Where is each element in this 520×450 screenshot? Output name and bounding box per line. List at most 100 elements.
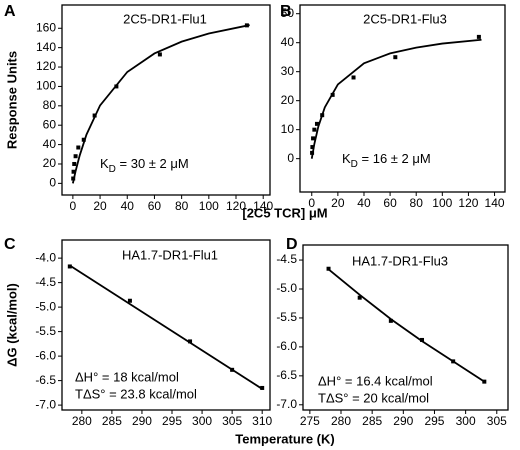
data-point: [127, 298, 132, 303]
y-tick-label: 0: [287, 151, 294, 165]
annotation-part: K: [100, 156, 109, 171]
x-tick-label: 40: [357, 196, 371, 210]
fit-line: [327, 268, 485, 383]
x-tick-label: 280: [72, 414, 92, 428]
x-tick-label: 310: [252, 414, 272, 428]
panel-title: HA1.7-DR1-Flu3: [352, 253, 448, 268]
data-point: [388, 318, 393, 323]
x-tick-label: 305: [222, 414, 242, 428]
x-tick-label: 0: [308, 196, 315, 210]
data-point: [81, 137, 86, 142]
y-tick-label: -4.0: [35, 250, 56, 264]
y-tick-label: 40: [281, 35, 295, 49]
data-point: [393, 55, 398, 60]
data-point: [188, 339, 193, 344]
annotation: ΔH° = 16.4 kcal/mol: [318, 373, 433, 388]
fit-line: [71, 24, 250, 184]
y-tick-label: 30: [281, 64, 295, 78]
x-tick-label: 290: [393, 414, 413, 428]
x-tick-label: 80: [410, 196, 424, 210]
x-tick-label: 120: [226, 199, 246, 213]
y-tick-label: 20: [43, 156, 57, 170]
panel-letter: C: [4, 236, 16, 253]
annotation-part: = 30 ± 2 μM: [116, 156, 189, 171]
y-tick-label: -6.5: [276, 368, 297, 382]
x-tick-label: 40: [121, 199, 135, 213]
annotation: TΔS° = 20 kcal/mol: [318, 390, 429, 405]
y-tick-label: 140: [36, 40, 56, 54]
y-tick-label: -5.5: [276, 310, 297, 324]
annotation: KD = 16 ± 2 μM: [342, 151, 431, 169]
y-tick-label: 50: [281, 6, 295, 20]
y-tick-label: 40: [43, 137, 57, 151]
y-tick-label: -4.5: [35, 275, 56, 289]
panel-title: HA1.7-DR1-Flu1: [122, 247, 218, 262]
data-point: [420, 337, 425, 342]
x-tick-label: 100: [432, 196, 452, 210]
annotation: KD = 30 ± 2 μM: [100, 156, 189, 174]
data-point: [476, 34, 481, 39]
y-tick-label: -7.0: [35, 397, 56, 411]
x-tick-label: 295: [162, 414, 182, 428]
y-tick-label: -5.5: [35, 324, 56, 338]
y-tick-label: -5.0: [35, 299, 56, 313]
fit-line: [69, 264, 263, 390]
x-tick-label: 285: [102, 414, 122, 428]
x-tick-label: 300: [456, 414, 476, 428]
data-point: [72, 161, 77, 166]
data-point: [73, 154, 78, 159]
annotation: TΔS° = 23.8 kcal/mol: [75, 386, 197, 401]
x-tick-label: 60: [383, 196, 397, 210]
x-tick-label: 100: [199, 199, 219, 213]
y-tick-label: 120: [36, 59, 56, 73]
panel-title: 2C5-DR1-Flu1: [123, 11, 207, 26]
annotation-part: = 16 ± 2 μM: [358, 151, 431, 166]
x-tick-label: 20: [331, 196, 345, 210]
x-tick-label: 305: [487, 414, 507, 428]
annotation-subscript: D: [109, 164, 116, 175]
y-tick-label: 20: [281, 93, 295, 107]
panel-title: 2C5-DR1-Flu3: [363, 11, 447, 26]
data-point: [157, 52, 162, 57]
x-tick-label: 80: [175, 199, 189, 213]
x-tick-label: 20: [93, 199, 107, 213]
y-tick-label: -7.0: [276, 397, 297, 411]
plot-frame: [299, 4, 506, 193]
annotation-subscript: D: [351, 159, 358, 170]
y-tick-label: 160: [36, 20, 56, 34]
plot-frame: [61, 4, 271, 196]
data-point: [71, 169, 76, 174]
x-axis-title: [2C5 TCR] μM: [242, 205, 327, 220]
annotation: ΔH° = 18 kcal/mol: [75, 369, 179, 384]
data-point: [311, 136, 316, 141]
x-tick-label: 0: [70, 199, 77, 213]
x-tick-label: 285: [362, 414, 382, 428]
y-tick-label: -6.0: [276, 339, 297, 353]
x-tick-label: 140: [485, 196, 505, 210]
x-tick-label: 280: [331, 414, 351, 428]
data-point: [312, 127, 317, 132]
x-tick-label: 290: [132, 414, 152, 428]
x-tick-label: 275: [300, 414, 320, 428]
data-point: [357, 295, 362, 300]
x-tick-label: 60: [148, 199, 162, 213]
y-tick-label: 0: [49, 176, 56, 190]
data-point: [76, 145, 81, 150]
y-axis-title: ΔG (kcal/mol): [4, 283, 19, 367]
annotation-part: K: [342, 151, 351, 166]
plot-frame: [61, 239, 271, 411]
panel-letter: D: [286, 236, 298, 253]
y-axis-title: Response Units: [4, 51, 19, 149]
y-tick-label: 80: [43, 98, 57, 112]
x-tick-label: 140: [253, 199, 273, 213]
y-tick-label: -6.5: [35, 373, 56, 387]
x-tick-label: 295: [424, 414, 444, 428]
x-tick-label: 120: [458, 196, 478, 210]
panel-letter: A: [4, 3, 16, 20]
y-tick-label: 100: [36, 79, 56, 93]
fit-line: [310, 38, 482, 159]
y-tick-label: -5.0: [276, 281, 297, 295]
y-tick-label: -4.5: [276, 252, 297, 266]
plot-frame: [302, 244, 509, 411]
x-axis-title: Temperature (K): [235, 431, 334, 446]
